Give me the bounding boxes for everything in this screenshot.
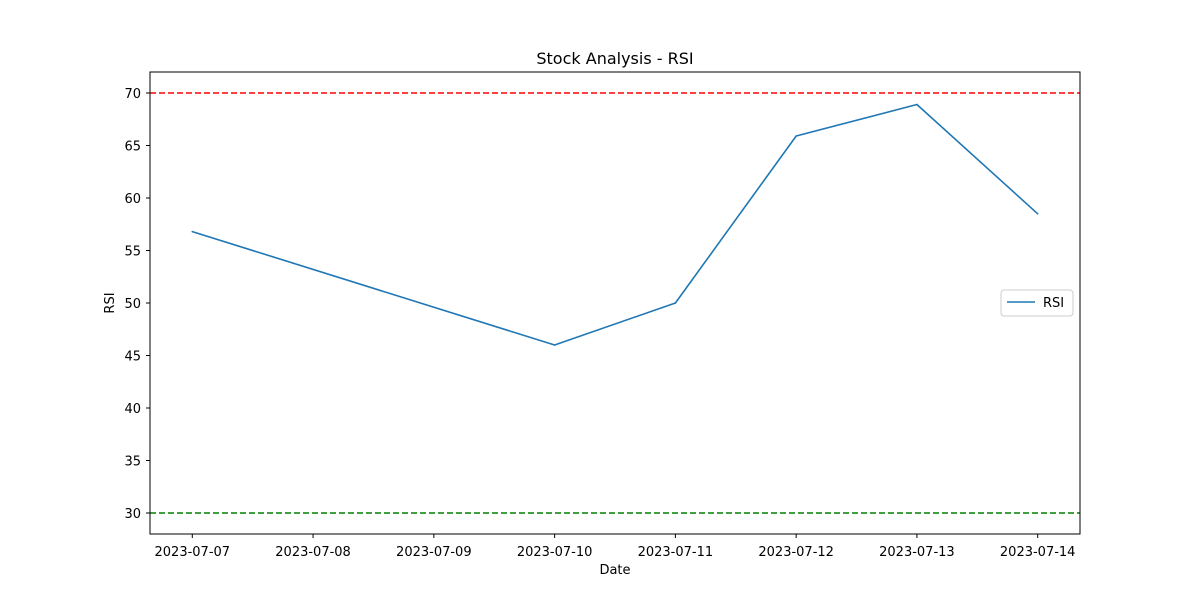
data-point <box>795 135 797 137</box>
y-tick-label: 65 <box>124 140 141 155</box>
x-tick-label: 2023-07-14 <box>1000 545 1076 560</box>
chart-title: Stock Analysis - RSI <box>536 49 693 68</box>
x-tick-label: 2023-07-08 <box>275 545 351 560</box>
plot-area: 30 35 40 45 50 55 60 65 70 2023-07-07 2023-07-08 20… <box>124 87 1080 560</box>
data-point <box>1036 212 1039 215</box>
x-tick-label: 2023-07-07 <box>155 545 231 560</box>
x-axis-label: Date <box>599 563 630 578</box>
legend: RSI <box>1000 289 1074 317</box>
data-point <box>191 230 194 233</box>
y-tick-label: 55 <box>124 245 141 260</box>
x-tick-label: 2023-07-12 <box>758 545 834 560</box>
data-point <box>553 344 556 346</box>
series-line-rsi <box>192 103 1039 346</box>
x-tick-label: 2023-07-13 <box>879 545 955 560</box>
x-tick-label: 2023-07-11 <box>638 545 714 560</box>
legend-box <box>1000 289 1074 317</box>
y-axis-label: RSI <box>103 292 118 313</box>
legend-rsi-label: RSI <box>1043 296 1064 311</box>
axes-frame <box>149 71 1081 535</box>
data-point <box>916 103 918 106</box>
y-tick-label: 45 <box>124 350 141 365</box>
x-tick-label: 2023-07-10 <box>517 545 593 560</box>
x-tick-label: 2023-07-09 <box>396 545 472 560</box>
y-tick-label: 70 <box>124 87 141 102</box>
y-tick-label: 50 <box>124 297 141 312</box>
y-tick-label: 40 <box>124 402 141 417</box>
data-point <box>674 302 677 304</box>
y-tick-label: 30 <box>124 507 141 522</box>
y-tick-label: 35 <box>124 455 141 470</box>
y-tick-label: 60 <box>124 192 141 207</box>
